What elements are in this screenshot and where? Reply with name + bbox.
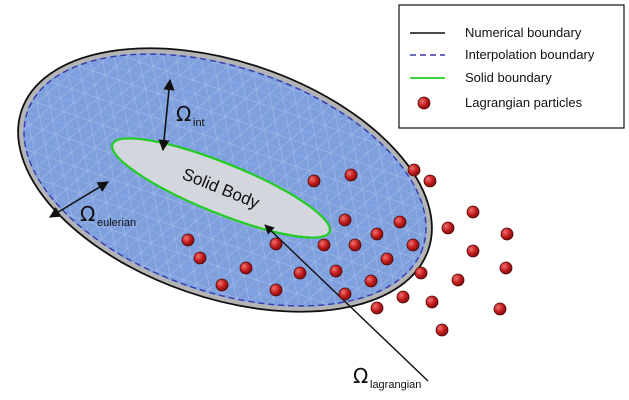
omega-eulerian-label: Ω eulerian bbox=[80, 202, 136, 229]
legend: Numerical boundary Interpolation boundar… bbox=[398, 4, 625, 129]
omega-lagrangian-arrow bbox=[264, 224, 429, 382]
solid-boundary bbox=[111, 137, 331, 239]
particle bbox=[499, 261, 513, 275]
particle bbox=[329, 264, 343, 278]
particle bbox=[269, 283, 283, 297]
particle bbox=[466, 244, 480, 258]
omega-lagrangian-label: Ω lagrangian bbox=[353, 364, 421, 391]
interpolation-boundary bbox=[23, 53, 427, 307]
svg-text:Ω: Ω bbox=[80, 202, 95, 226]
particle bbox=[406, 238, 420, 252]
particle bbox=[466, 205, 480, 219]
omega-eulerian-arrow bbox=[49, 181, 109, 218]
particle bbox=[307, 174, 321, 188]
particle bbox=[370, 227, 384, 241]
particle bbox=[425, 295, 439, 309]
lagrangian-particles bbox=[181, 163, 514, 337]
particle bbox=[348, 238, 362, 252]
particle bbox=[500, 227, 514, 241]
particle bbox=[407, 163, 421, 177]
particle bbox=[293, 266, 307, 280]
particle bbox=[215, 278, 229, 292]
particle bbox=[414, 266, 428, 280]
particle bbox=[493, 302, 507, 316]
svg-text:Ω: Ω bbox=[353, 364, 368, 388]
svg-text:eulerian: eulerian bbox=[97, 217, 136, 229]
legend-particle-label: Lagrangian particles bbox=[465, 95, 583, 110]
particle bbox=[393, 215, 407, 229]
particle bbox=[338, 213, 352, 227]
solid-body bbox=[111, 137, 331, 239]
particle bbox=[338, 287, 352, 301]
particle bbox=[396, 290, 410, 304]
particle bbox=[364, 274, 378, 288]
particle bbox=[380, 252, 394, 266]
particle bbox=[239, 261, 253, 275]
particle bbox=[193, 251, 207, 265]
particle bbox=[317, 238, 331, 252]
particle bbox=[181, 233, 195, 247]
legend-particle-swatch bbox=[417, 96, 431, 110]
legend-solid-label: Solid boundary bbox=[465, 70, 552, 85]
omega-int-arrow bbox=[158, 78, 175, 152]
svg-text:lagrangian: lagrangian bbox=[370, 379, 421, 391]
particle bbox=[269, 237, 283, 251]
legend-box bbox=[398, 4, 625, 129]
particle bbox=[344, 168, 358, 182]
particle bbox=[451, 273, 465, 287]
omega-int-label: Ω int bbox=[176, 102, 205, 129]
svg-text:Ω: Ω bbox=[176, 102, 191, 126]
legend-interpolation-label: Interpolation boundary bbox=[465, 47, 595, 62]
particle bbox=[441, 221, 455, 235]
svg-text:int: int bbox=[193, 117, 205, 129]
particle bbox=[435, 323, 449, 337]
particle bbox=[370, 301, 384, 315]
legend-numerical-label: Numerical boundary bbox=[465, 25, 582, 40]
particle bbox=[423, 174, 437, 188]
